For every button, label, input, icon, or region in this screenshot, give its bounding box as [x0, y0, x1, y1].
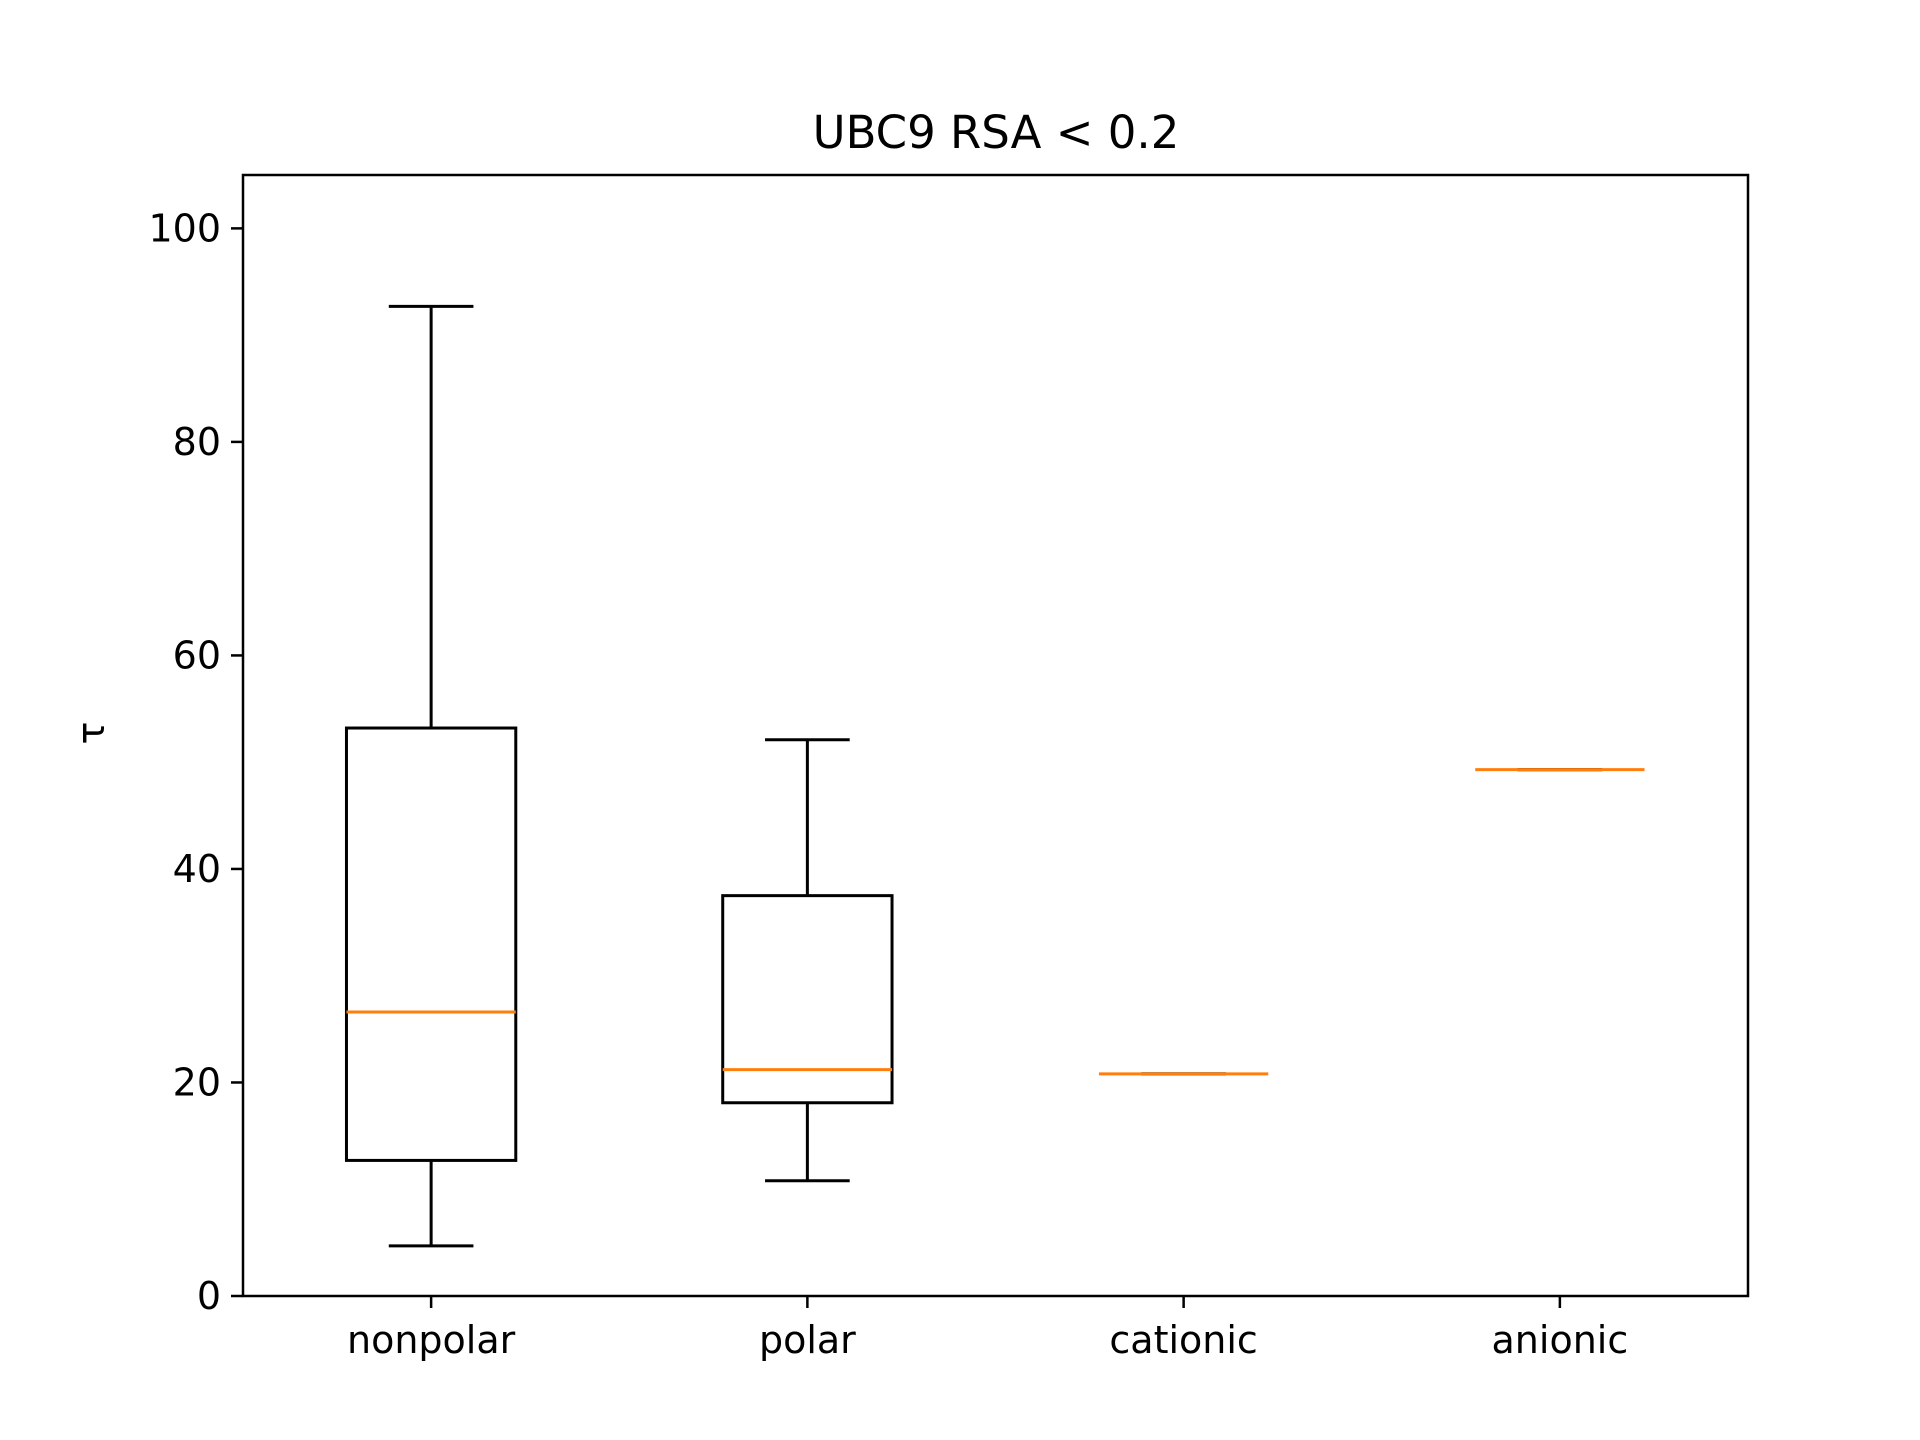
box-plot-marks [344, 304, 1645, 1248]
y-tick-label: 60 [173, 633, 221, 677]
y-axis: 0 20 40 60 80 100 [148, 206, 243, 1318]
box-nonpolar [344, 726, 518, 1162]
x-tick-label-nonpolar: nonpolar [347, 1318, 516, 1362]
y-tick-label: 0 [197, 1274, 221, 1318]
y-tick-label: 20 [173, 1060, 221, 1104]
x-axis: nonpolar polar cationic anionic [347, 1296, 1628, 1362]
plot-area-frame [241, 173, 1750, 1298]
x-tick-label-polar: polar [759, 1318, 856, 1362]
box-group-nonpolar [344, 304, 518, 1248]
y-tick-label: 100 [148, 206, 221, 250]
y-tick-label: 40 [173, 847, 221, 891]
y-tick-label: 80 [173, 420, 221, 464]
x-tick-label-cationic: cationic [1109, 1318, 1257, 1362]
chart-title: UBC9 RSA < 0.2 [813, 106, 1180, 159]
box-polar [721, 894, 894, 1105]
y-axis-label: τ [69, 722, 113, 745]
x-tick-label-anionic: anionic [1492, 1318, 1629, 1362]
box-group-polar [721, 738, 894, 1183]
